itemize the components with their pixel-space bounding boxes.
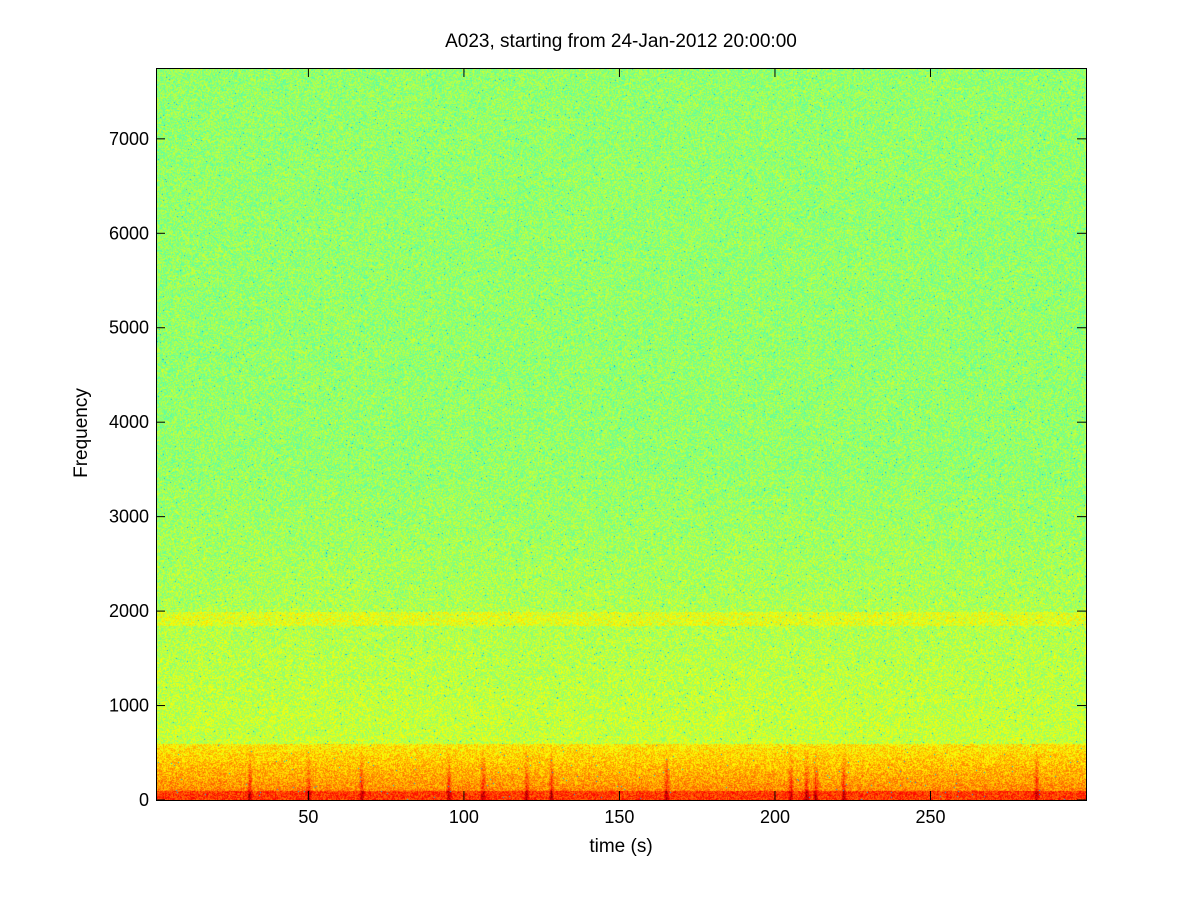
y-tick-label: 4000 [109, 412, 149, 432]
spectrogram-image [156, 68, 1086, 800]
y-tick-label: 6000 [109, 223, 149, 243]
plot-area [156, 68, 1086, 800]
y-tick-label: 5000 [109, 318, 149, 338]
x-tick-label: 150 [604, 807, 634, 827]
y-tick-label: 1000 [109, 696, 149, 716]
x-tick-label: 50 [298, 807, 318, 827]
axes-box [156, 68, 1087, 801]
x-axis-label: time (s) [589, 836, 653, 857]
y-tick-label: 2000 [109, 601, 149, 621]
x-tick-label: 200 [760, 807, 790, 827]
y-tick-label: 3000 [109, 507, 149, 527]
x-tick-label: 250 [915, 807, 945, 827]
y-tick-label: 7000 [109, 129, 149, 149]
y-axis-label: Frequency [71, 388, 92, 478]
y-tick-label: 0 [139, 790, 149, 810]
chart-title: A023, starting from 24-Jan-2012 20:00:00 [445, 31, 797, 52]
x-tick-label: 100 [449, 807, 479, 827]
